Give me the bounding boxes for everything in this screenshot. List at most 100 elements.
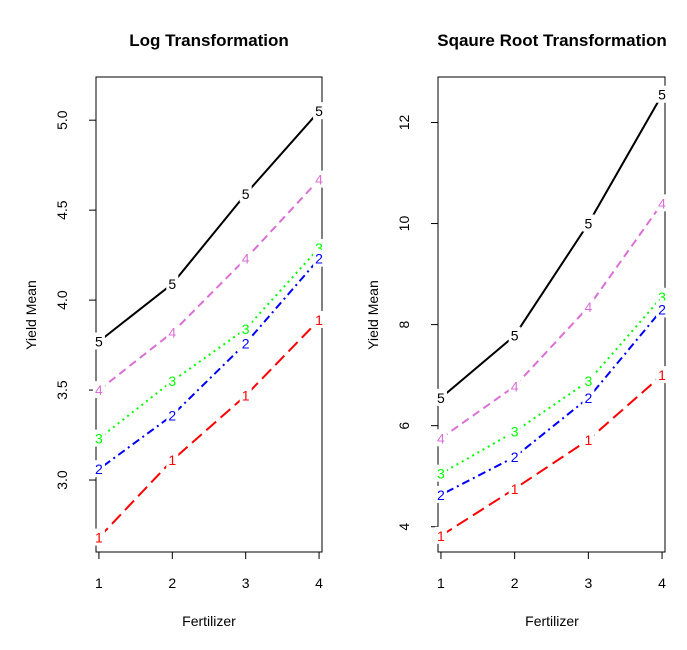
point-marker-background (92, 429, 105, 447)
point-label-5: 5 (584, 216, 592, 232)
point-marker-background (166, 274, 179, 292)
point-label-4: 4 (437, 430, 445, 446)
point-marker-background (508, 326, 521, 344)
point-label-1: 1 (658, 367, 666, 383)
point-label-4: 4 (315, 172, 323, 188)
point-marker-background (239, 319, 252, 337)
point-label-1: 1 (242, 387, 250, 403)
point-label-2: 2 (584, 390, 592, 406)
point-marker-background (582, 388, 595, 406)
point-label-2: 2 (658, 301, 666, 317)
series-line-1 (98, 319, 320, 539)
point-label-4: 4 (584, 299, 592, 315)
point-label-4: 4 (511, 378, 519, 394)
y-tick-label: 10 (396, 216, 412, 232)
chart-title: Log Transformation (129, 31, 289, 50)
point-label-3: 3 (584, 373, 592, 389)
point-label-1: 1 (437, 528, 445, 544)
point-label-1: 1 (315, 312, 323, 328)
point-marker-background (92, 381, 105, 399)
point-marker-background (166, 406, 179, 424)
point-marker-background (508, 448, 521, 465)
point-label-2: 2 (242, 335, 250, 351)
point-label-2: 2 (511, 449, 519, 465)
point-label-1: 1 (95, 530, 103, 546)
x-tick-label: 1 (95, 575, 103, 591)
point-marker-background (434, 388, 447, 406)
point-label-5: 5 (315, 103, 323, 119)
point-marker-background (508, 377, 521, 395)
point-marker-background (313, 170, 326, 188)
point-marker-background (92, 528, 105, 546)
point-marker-background (239, 386, 252, 404)
point-label-5: 5 (242, 186, 250, 202)
x-axis-label: Fertilizer (525, 613, 579, 629)
point-label-1: 1 (168, 452, 176, 468)
point-marker-background (656, 300, 669, 318)
chart-title: Sqaure Root Transformation (437, 31, 667, 50)
point-label-3: 3 (242, 321, 250, 337)
point-marker-background (434, 464, 447, 482)
point-marker-background (166, 372, 179, 390)
y-tick-label: 4 (396, 523, 412, 531)
series-line-5 (440, 94, 663, 399)
series-line-5 (98, 110, 320, 343)
x-tick-label: 4 (658, 575, 666, 591)
point-label-4: 4 (95, 382, 103, 398)
series-line-3 (98, 247, 320, 440)
y-tick-label: 4.0 (54, 290, 70, 310)
square-root-transformation-panel: Sqaure Root Transformation Yield Mean Fe… (365, 31, 669, 629)
point-marker-background (434, 429, 447, 447)
point-label-2: 2 (168, 407, 176, 423)
point-marker-background (434, 526, 447, 544)
x-tick-label: 1 (437, 575, 445, 591)
point-marker-background (239, 249, 252, 267)
series-line-1 (440, 374, 663, 537)
point-label-3: 3 (658, 289, 666, 305)
point-marker-background (656, 85, 669, 103)
point-label-3: 3 (437, 466, 445, 482)
point-label-5: 5 (168, 276, 176, 292)
point-label-4: 4 (658, 195, 666, 211)
point-marker-background (166, 323, 179, 341)
y-tick-label: 12 (396, 114, 412, 130)
y-axis-label: Yield Mean (23, 280, 39, 350)
x-axis-label: Fertilizer (182, 613, 236, 629)
y-axis-label: Yield Mean (365, 280, 381, 350)
series-line-4 (440, 202, 663, 440)
series-line-4 (98, 178, 320, 391)
point-marker-background (508, 479, 521, 497)
point-label-5: 5 (95, 333, 103, 349)
point-label-5: 5 (511, 328, 519, 344)
log-transformation-panel: Log Transformation Yield Mean Fertilizer… (23, 31, 326, 629)
x-tick-label: 3 (242, 575, 250, 591)
point-label-2: 2 (95, 461, 103, 477)
point-label-3: 3 (315, 240, 323, 256)
point-label-1: 1 (511, 481, 519, 497)
y-tick-label: 5.0 (54, 110, 70, 130)
point-label-3: 3 (511, 424, 519, 440)
point-label-4: 4 (242, 251, 250, 267)
series-line-2 (440, 308, 663, 496)
point-marker-background (582, 430, 595, 448)
point-label-3: 3 (95, 431, 103, 447)
series-line-3 (440, 296, 663, 475)
point-marker-background (508, 422, 521, 440)
point-label-1: 1 (584, 432, 592, 448)
point-label-3: 3 (168, 373, 176, 389)
point-marker-background (656, 194, 669, 212)
point-marker-background (434, 485, 447, 503)
point-marker-background (92, 332, 105, 350)
x-tick-label: 2 (511, 575, 519, 591)
point-marker-background (166, 451, 179, 469)
point-marker-background (239, 334, 252, 352)
y-tick-label: 3.0 (54, 470, 70, 490)
y-tick-label: 3.5 (54, 380, 70, 400)
point-marker-background (313, 102, 326, 120)
point-label-5: 5 (437, 390, 445, 406)
point-label-5: 5 (658, 87, 666, 103)
point-marker-background (313, 249, 326, 267)
x-tick-label: 4 (315, 575, 323, 591)
x-tick-label: 2 (168, 575, 176, 591)
